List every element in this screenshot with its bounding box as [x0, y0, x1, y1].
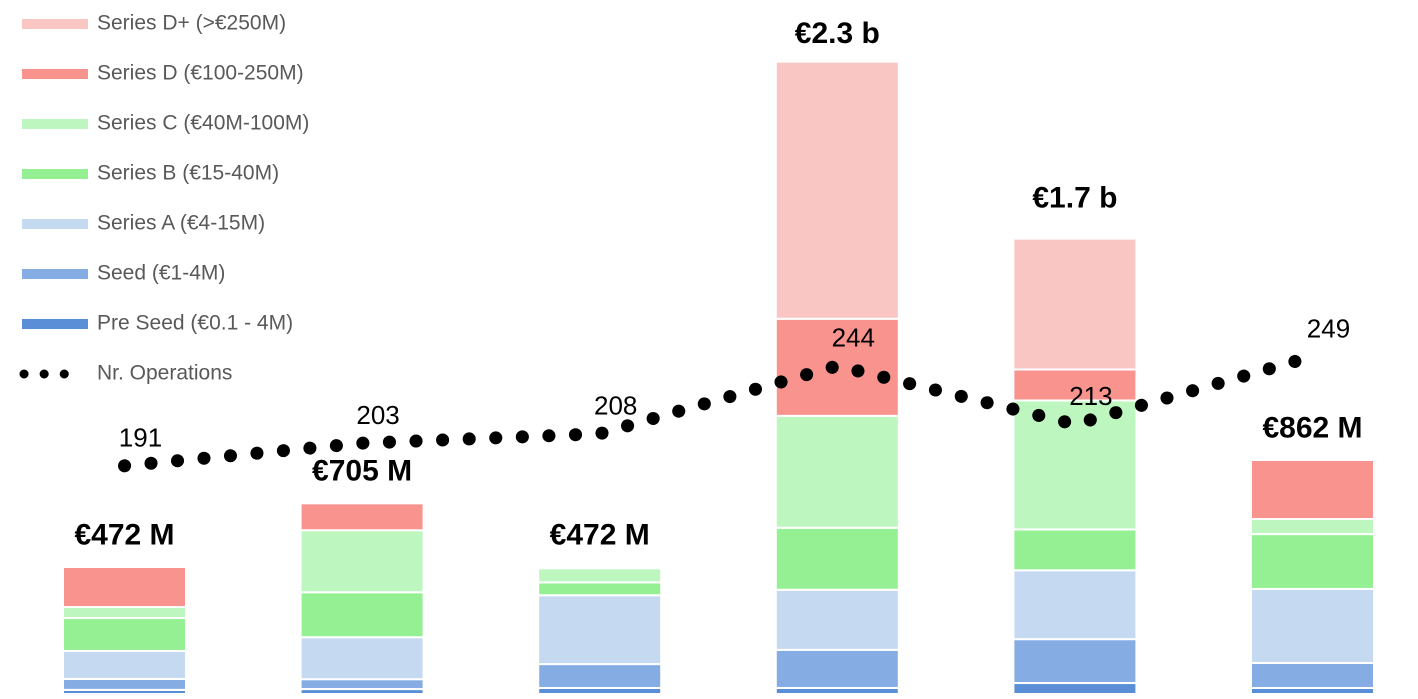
operations-label: 244 — [832, 323, 875, 353]
legend-label: Pre Seed (€0.1 - 4M) — [97, 312, 293, 335]
legend-label: Series D+ (>€250M) — [97, 12, 286, 35]
operations-label: 249 — [1307, 313, 1350, 343]
legend-label: Series B (€15-40M) — [97, 162, 279, 185]
bar-segment — [62, 565, 187, 609]
bar-segment — [1012, 368, 1138, 402]
legend-label: Seed (€1-4M) — [97, 262, 225, 285]
bar-segment — [299, 678, 425, 691]
legend-swatch — [22, 319, 88, 329]
bar-segment — [774, 414, 900, 529]
bar-segment — [1250, 533, 1375, 590]
bar-segment — [62, 649, 187, 680]
legend-swatch — [22, 169, 88, 179]
legend-swatch — [22, 119, 88, 129]
bar-segment — [299, 529, 425, 594]
legend-swatch — [22, 269, 88, 279]
bar-segment — [537, 663, 663, 689]
legend-label: Nr. Operations — [97, 362, 232, 385]
operations-label: 213 — [1069, 381, 1112, 411]
bar-segment — [537, 594, 663, 666]
total-label: €2.3 b — [795, 17, 880, 50]
operations-label: 208 — [594, 391, 637, 421]
legend-label: Series D (€100-250M) — [97, 62, 304, 85]
bar-segment — [62, 677, 187, 691]
bar-segment — [537, 581, 663, 597]
bar-segment — [1250, 587, 1375, 665]
legend-swatch — [22, 69, 88, 79]
total-label: €1.7 b — [1032, 182, 1117, 215]
bar-segment — [774, 526, 900, 591]
operations-label: 191 — [119, 423, 162, 453]
legend-swatch — [22, 219, 88, 229]
bar-segment — [1012, 569, 1138, 641]
bar-segment — [299, 591, 425, 639]
bar-segment — [774, 648, 900, 689]
bar-segment — [299, 636, 425, 681]
bar-segment — [1012, 528, 1138, 572]
legend-label: Series A (€4-15M) — [97, 212, 265, 235]
operations-label: 203 — [356, 400, 399, 430]
total-label: €705 M — [312, 455, 412, 488]
operations-line — [118, 349, 1319, 473]
bar-segment — [1250, 662, 1375, 689]
bar-segment — [774, 60, 900, 320]
bar-segment — [299, 502, 425, 532]
total-label: €472 M — [550, 518, 650, 551]
total-label: €862 M — [1262, 411, 1362, 444]
bar-segment — [537, 567, 663, 584]
bar-segment — [1012, 638, 1138, 685]
bar-segment — [62, 617, 187, 652]
legend-label: Series C (€40M-100M) — [97, 112, 309, 135]
bar-segment — [1012, 682, 1138, 695]
bar-segment — [1012, 237, 1138, 371]
bar-segment — [1250, 459, 1375, 520]
bar-segment — [1250, 517, 1375, 536]
legend-swatch — [22, 19, 88, 29]
bar-segment — [774, 588, 900, 651]
bar-segment — [1012, 399, 1138, 531]
total-label: €472 M — [74, 518, 174, 551]
bar-segment — [62, 606, 187, 620]
